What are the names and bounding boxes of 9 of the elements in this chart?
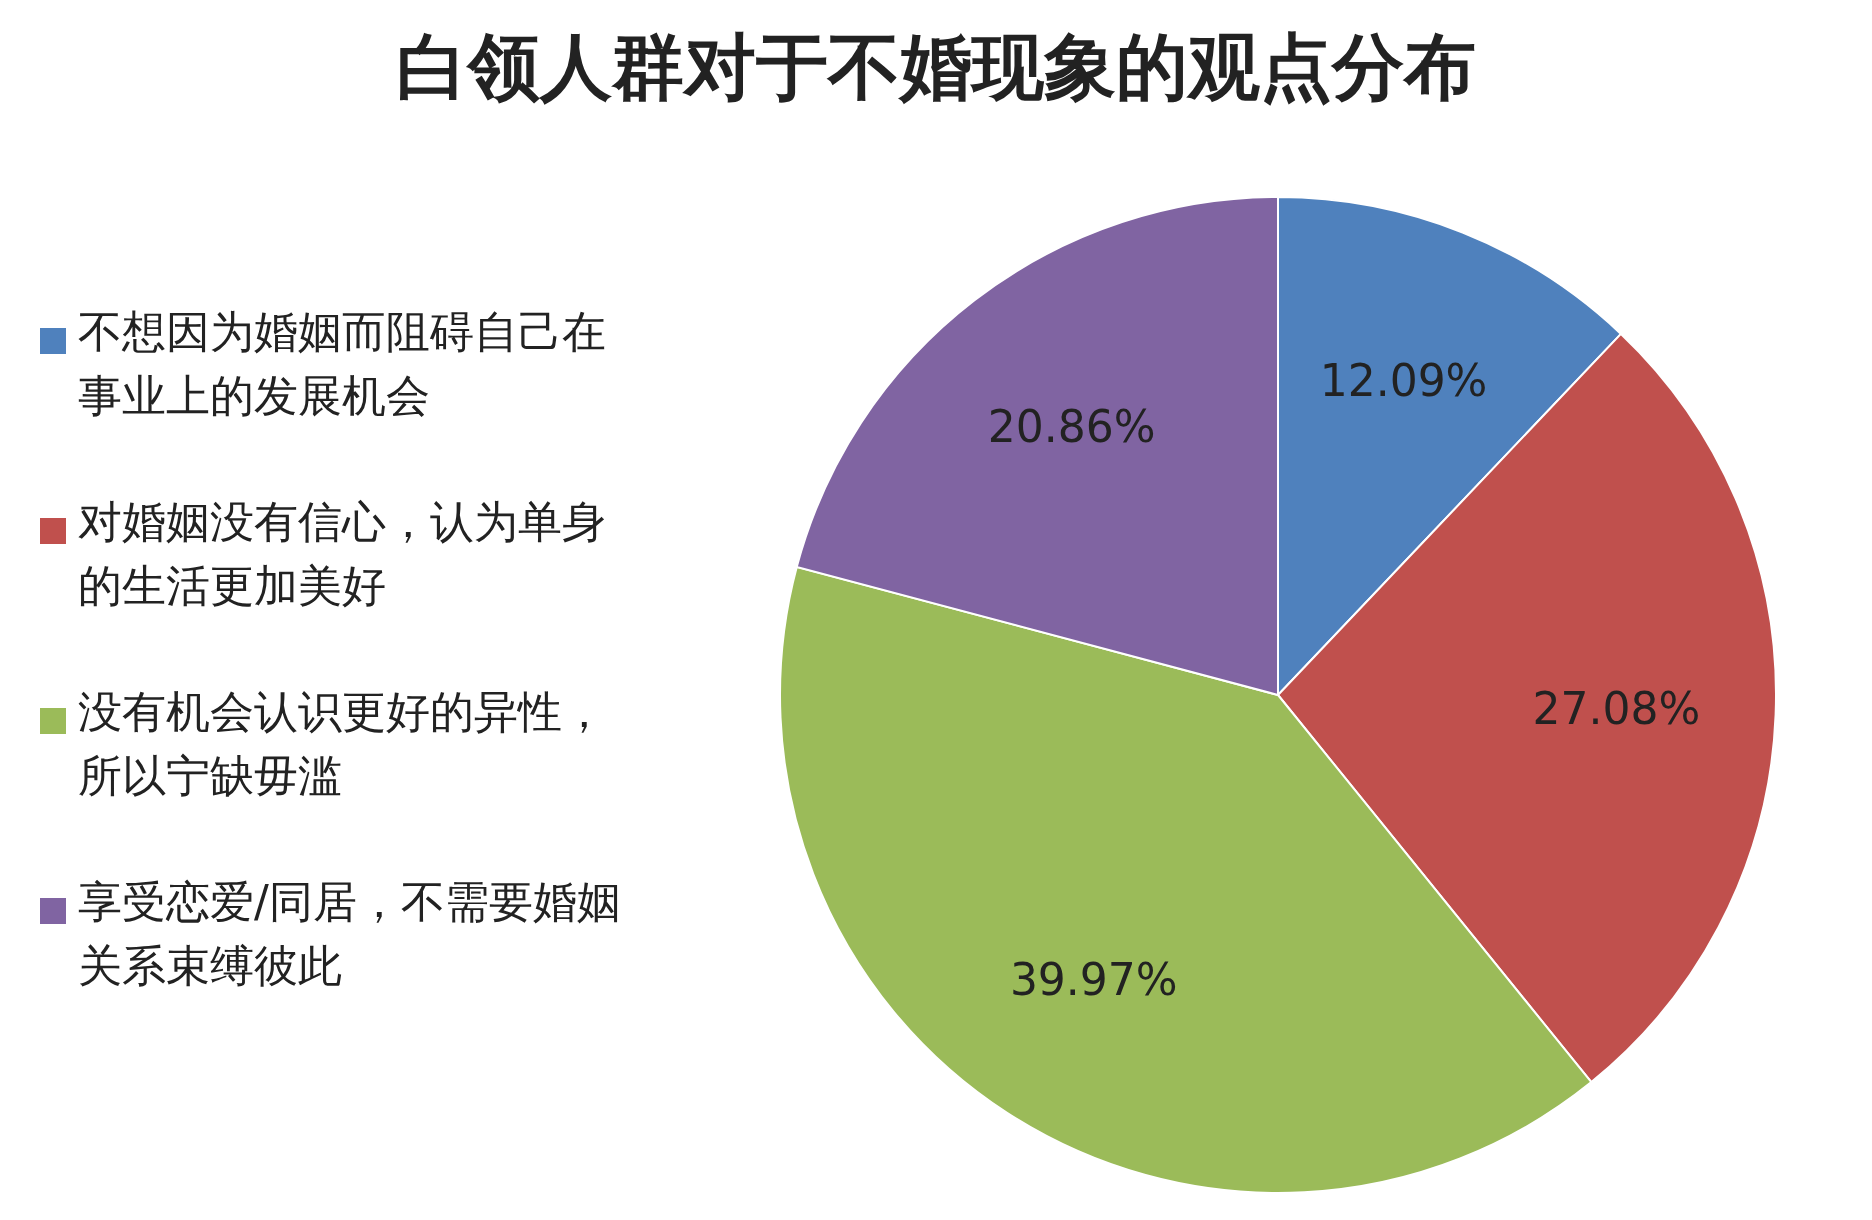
legend-label: 享受恋爱/同居，不需要婚姻关系束缚彼此 — [78, 875, 622, 993]
data-label: 12.09% — [1319, 354, 1488, 406]
data-label: 20.86% — [987, 401, 1156, 453]
data-label: 39.97% — [1009, 953, 1178, 1005]
data-label: 27.08% — [1532, 682, 1701, 734]
legend-label: 对婚姻没有信心，认为单身的生活更加美好 — [78, 495, 607, 613]
legend-label: 没有机会认识更好的异性，所以宁缺毋滥 — [78, 685, 607, 803]
legend-label: 不想因为婚姻而阻碍自己在事业上的发展机会 — [78, 305, 607, 423]
chart-title: 白领人群对于不婚现象的观点分布 — [395, 24, 1477, 111]
